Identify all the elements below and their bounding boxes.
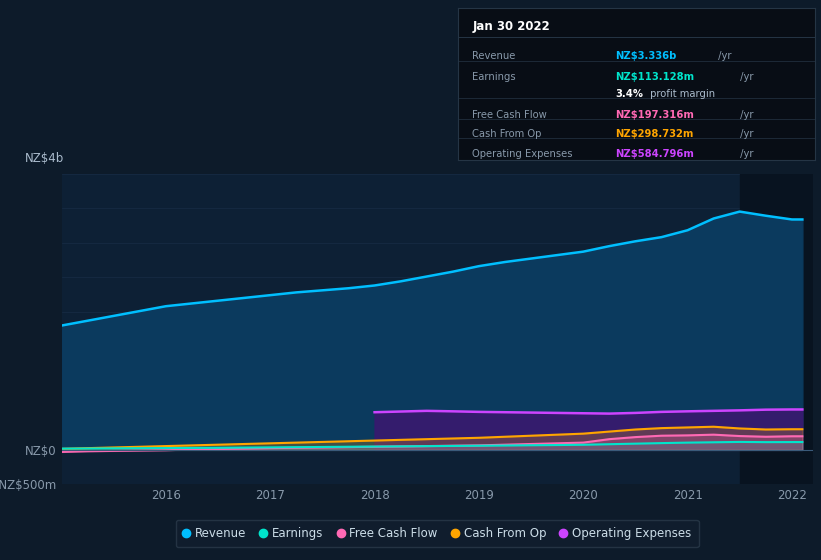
Text: Earnings: Earnings bbox=[472, 72, 516, 82]
Text: NZ$3.336b: NZ$3.336b bbox=[615, 51, 677, 60]
Legend: Revenue, Earnings, Free Cash Flow, Cash From Op, Operating Expenses: Revenue, Earnings, Free Cash Flow, Cash … bbox=[176, 520, 699, 547]
Text: /yr: /yr bbox=[715, 51, 732, 60]
Text: NZ$584.796m: NZ$584.796m bbox=[615, 149, 694, 159]
Text: /yr: /yr bbox=[737, 72, 754, 82]
Text: Operating Expenses: Operating Expenses bbox=[472, 149, 573, 159]
Text: /yr: /yr bbox=[737, 129, 754, 139]
Bar bbox=[740, 174, 813, 484]
Text: Cash From Op: Cash From Op bbox=[472, 129, 542, 139]
Text: NZ$298.732m: NZ$298.732m bbox=[615, 129, 694, 139]
Text: /yr: /yr bbox=[737, 149, 754, 159]
Text: profit margin: profit margin bbox=[648, 88, 716, 99]
Text: 3.4%: 3.4% bbox=[615, 88, 644, 99]
Text: NZ$4b: NZ$4b bbox=[25, 152, 64, 165]
Text: /yr: /yr bbox=[737, 110, 754, 120]
Text: Jan 30 2022: Jan 30 2022 bbox=[472, 21, 550, 34]
Text: NZ$197.316m: NZ$197.316m bbox=[615, 110, 694, 120]
Text: NZ$113.128m: NZ$113.128m bbox=[615, 72, 695, 82]
Text: Revenue: Revenue bbox=[472, 51, 516, 60]
Text: Free Cash Flow: Free Cash Flow bbox=[472, 110, 547, 120]
